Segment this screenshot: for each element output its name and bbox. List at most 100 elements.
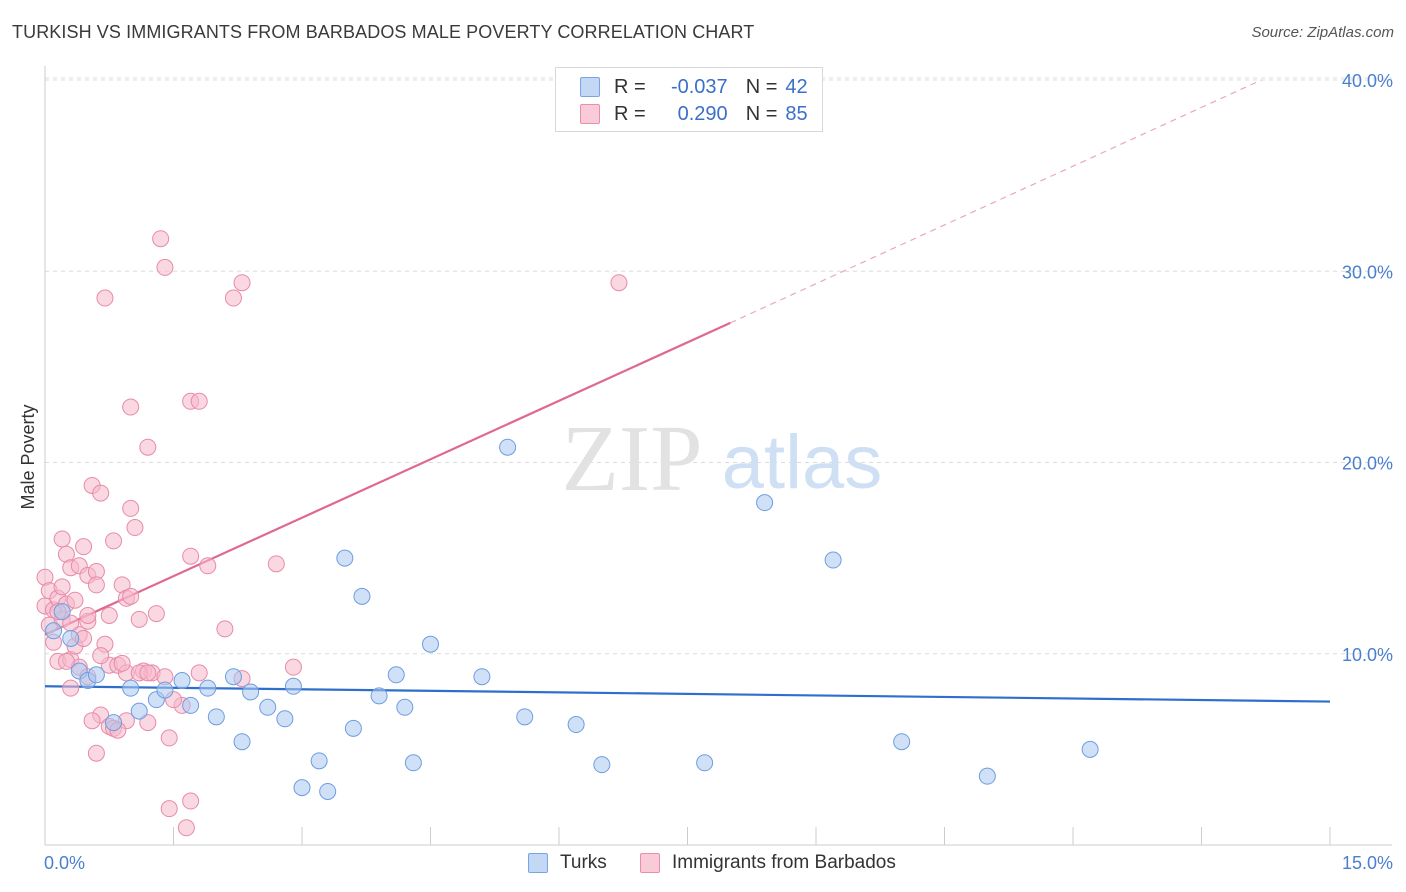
- turks-point: [978, 767, 996, 785]
- barbados-trend-extension: [730, 79, 1262, 324]
- barbados-point: [53, 530, 71, 548]
- barbados-point: [160, 800, 178, 818]
- barbados-point: [190, 392, 208, 410]
- turks-point: [370, 687, 388, 705]
- turks-point: [893, 733, 911, 751]
- turks-r-value: -0.037: [670, 75, 728, 98]
- barbados-point: [160, 729, 178, 747]
- turks-point: [156, 681, 174, 699]
- watermark-atlas: atlas: [722, 420, 883, 505]
- turks-point: [824, 551, 842, 569]
- turks-point: [259, 698, 277, 716]
- turks-point: [756, 494, 774, 512]
- turks-point: [422, 635, 439, 653]
- turks-point: [199, 679, 217, 697]
- barbados-point: [152, 230, 170, 248]
- barbados-point: [96, 289, 114, 307]
- barbados-point: [224, 289, 242, 307]
- legend-row-barbados: R = 0.290 N = 85: [580, 102, 808, 126]
- barbados-point: [53, 578, 71, 596]
- turks-point: [276, 710, 294, 728]
- legend-item-turks[interactable]: Turks: [528, 852, 607, 874]
- turks-point: [53, 603, 71, 621]
- barbados-trend-line: [44, 321, 731, 636]
- barbados-point: [216, 620, 234, 638]
- barbados-point: [92, 647, 110, 665]
- trend-lines: [44, 79, 1331, 703]
- turks-point: [310, 752, 328, 770]
- turks-point: [130, 702, 148, 720]
- y-tick-label: 40.0%: [1342, 71, 1393, 91]
- turks-n-value: 42: [785, 75, 808, 98]
- barbados-point: [267, 555, 285, 573]
- turks-point: [396, 698, 414, 716]
- barbados-point: [92, 484, 110, 502]
- barbados-point: [122, 499, 140, 517]
- barbados-point: [182, 792, 200, 810]
- turks-point: [173, 672, 191, 690]
- turks-point: [62, 629, 80, 647]
- turks-point: [473, 668, 491, 686]
- barbados-point: [177, 819, 195, 837]
- turks-point: [233, 733, 251, 751]
- barbados-point: [126, 519, 144, 537]
- turks-legend-label: Turks: [560, 852, 607, 873]
- grid-lines: [45, 77, 1392, 655]
- turks-point: [45, 622, 63, 640]
- barbados-point: [105, 532, 123, 550]
- legend-r-label: R =: [614, 75, 646, 98]
- turks-point: [1081, 740, 1099, 758]
- turks-swatch: [580, 77, 600, 97]
- barbados-point: [122, 587, 140, 605]
- turks-trend-line: [44, 685, 1331, 703]
- barbados-legend-swatch: [640, 853, 660, 873]
- y-tick-label: 10.0%: [1342, 645, 1393, 665]
- watermark: ZIP atlas: [562, 407, 883, 511]
- series-legend: Turks Immigrants from Barbados: [0, 852, 1406, 878]
- barbados-point: [182, 547, 200, 565]
- barbados-point: [57, 652, 75, 670]
- turks-point: [87, 666, 105, 684]
- barbados-point: [100, 607, 118, 624]
- barbados-point: [87, 744, 105, 762]
- x-tick-label: 15.0%: [1342, 853, 1393, 873]
- axes: [44, 66, 1392, 846]
- barbados-point: [233, 274, 251, 292]
- barbados-point: [284, 658, 302, 676]
- legend-item-barbados[interactable]: Immigrants from Barbados: [640, 852, 896, 874]
- barbados-point: [139, 664, 157, 682]
- turks-point: [182, 696, 200, 714]
- turks-point: [593, 756, 611, 774]
- legend-r-label: R =: [614, 102, 646, 125]
- turks-point: [242, 683, 260, 701]
- barbados-point: [75, 538, 93, 556]
- barbados-point: [139, 438, 157, 456]
- barbados-legend-label: Immigrants from Barbados: [672, 852, 896, 873]
- barbados-point: [610, 274, 628, 292]
- turks-point: [105, 714, 123, 732]
- barbados-r-value: 0.290: [677, 102, 728, 125]
- turks-point: [319, 782, 337, 800]
- turks-point: [336, 549, 354, 567]
- legend-n-label: N =: [745, 102, 778, 125]
- turks-point: [344, 719, 362, 737]
- correlation-legend: R = -0.037 N = 42 R = 0.290 N = 85: [555, 67, 823, 132]
- watermark-zip: ZIP: [562, 407, 703, 511]
- barbados-point: [79, 607, 97, 624]
- turks-point: [122, 679, 140, 697]
- barbados-n-value: 85: [785, 102, 808, 125]
- turks-point: [404, 754, 422, 772]
- barbados-point: [66, 591, 84, 609]
- barbados-swatch: [580, 104, 600, 124]
- data-points: [36, 230, 1099, 837]
- barbados-point: [113, 654, 131, 672]
- barbados-point: [147, 605, 165, 623]
- turks-legend-swatch: [528, 853, 548, 873]
- turks-point: [224, 668, 242, 686]
- legend-n-label: N =: [745, 75, 778, 98]
- turks-point: [353, 587, 371, 605]
- legend-row-turks: R = -0.037 N = 42: [580, 75, 808, 99]
- source-label: Source: ZipAtlas.com: [1251, 24, 1394, 41]
- turks-point: [567, 716, 585, 734]
